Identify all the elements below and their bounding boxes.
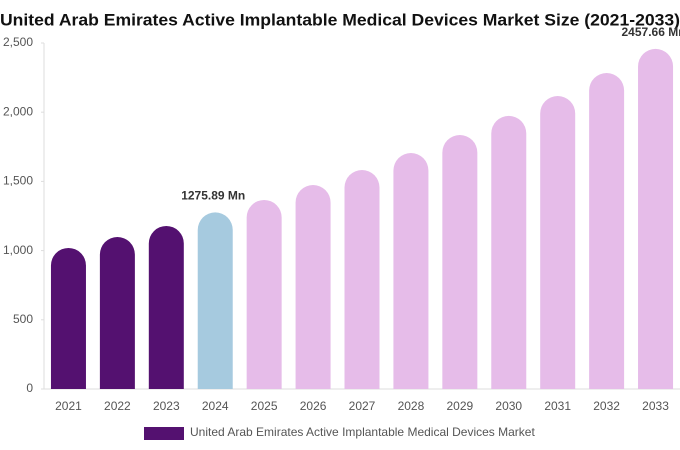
bar	[344, 170, 380, 389]
x-tick-label: 2029	[446, 399, 473, 413]
bar	[197, 212, 233, 389]
x-tick-label: 2025	[251, 399, 278, 413]
legend-label: United Arab Emirates Active Implantable …	[190, 425, 535, 439]
x-tick-label: 2028	[398, 399, 425, 413]
bar	[540, 96, 576, 389]
x-tick-label: 2021	[55, 399, 82, 413]
bar	[638, 48, 674, 389]
y-tick-label: 500	[13, 312, 33, 326]
bar	[295, 184, 331, 389]
bar	[589, 73, 625, 389]
bar	[246, 199, 282, 389]
bar	[148, 225, 184, 389]
bar	[50, 247, 86, 389]
y-tick-label: 1,500	[3, 174, 33, 188]
x-tick-label: 2024	[202, 399, 229, 413]
value-label: 1275.89 Mn	[181, 189, 245, 203]
y-tick-label: 2,000	[3, 104, 33, 118]
x-tick-label: 2030	[495, 399, 522, 413]
x-tick-label: 2031	[544, 399, 571, 413]
bar	[393, 153, 429, 389]
x-tick-label: 2027	[349, 399, 376, 413]
x-tick-label: 2022	[104, 399, 131, 413]
x-tick-label: 2023	[153, 399, 180, 413]
bar	[442, 135, 478, 389]
chart-title: United Arab Emirates Active Implantable …	[0, 10, 680, 29]
x-tick-label: 2033	[642, 399, 669, 413]
x-tick-label: 2026	[300, 399, 327, 413]
bar	[491, 115, 527, 389]
y-tick-label: 1,000	[3, 243, 33, 257]
y-tick-label: 0	[26, 381, 33, 395]
x-tick-label: 2032	[593, 399, 620, 413]
bar	[99, 237, 135, 389]
value-label: 2457.66 Mn	[622, 25, 680, 39]
y-tick-label: 2,500	[3, 35, 33, 49]
legend-swatch	[144, 427, 184, 440]
